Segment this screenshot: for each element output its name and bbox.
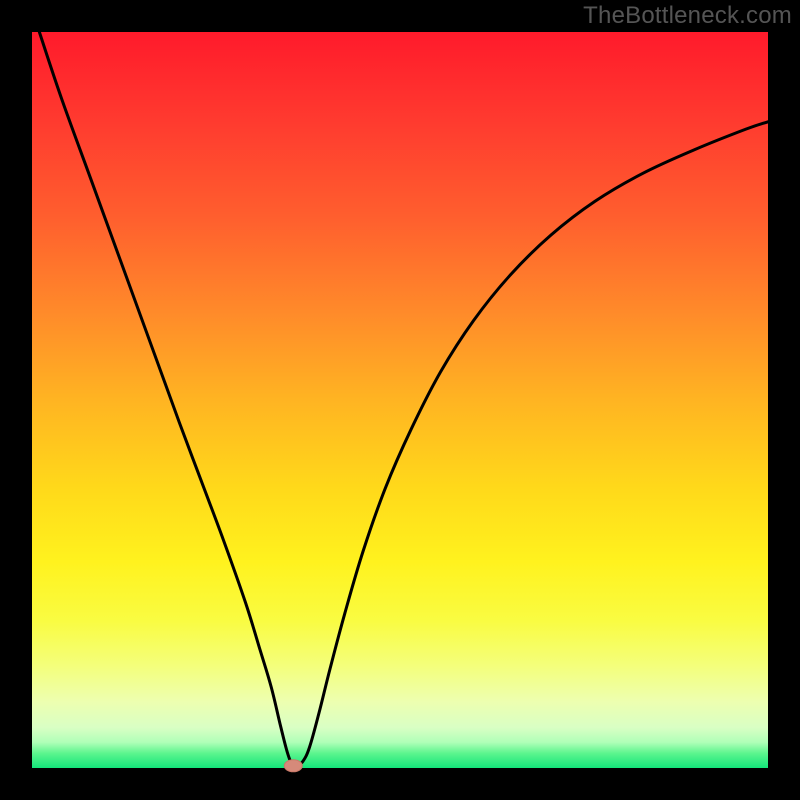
plot-background: [32, 32, 768, 768]
chart-container: TheBottleneck.com: [0, 0, 800, 800]
watermark-text: TheBottleneck.com: [583, 2, 792, 30]
optimal-point-marker: [284, 760, 302, 772]
bottleneck-curve-plot: [0, 0, 800, 800]
